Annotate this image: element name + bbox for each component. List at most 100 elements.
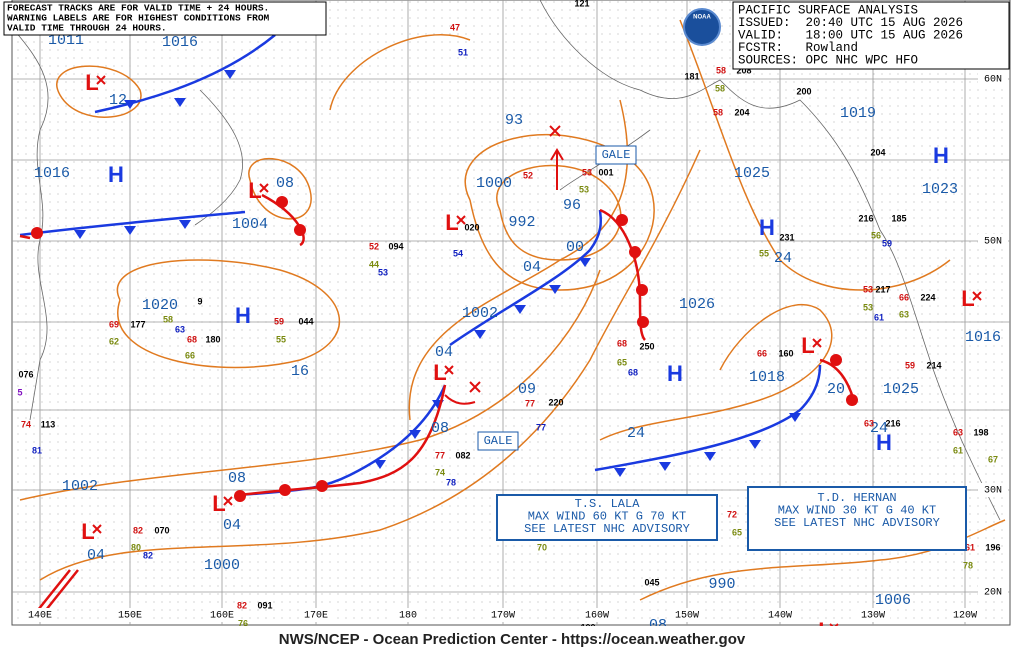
station-value: 65 [617, 357, 627, 367]
station-value: 59 [274, 316, 284, 326]
lat-label-bg [978, 483, 1008, 497]
coastline [559, 129, 651, 191]
lon-label-bg [391, 608, 425, 622]
station-value: 77 [536, 422, 546, 432]
station-value: 52 [523, 170, 533, 180]
station-value: 61 [874, 312, 884, 322]
front-symbol [830, 354, 842, 366]
lon-label-bg [486, 608, 520, 622]
longitude-label: 130W [861, 611, 885, 622]
station-value: 091 [257, 600, 272, 610]
logo-text: NOAA [693, 15, 711, 21]
station-value: 68 [628, 367, 638, 377]
isobar-label: 04 [435, 344, 453, 361]
isobar-label: 16 [291, 363, 309, 380]
station-value: 220 [548, 397, 563, 407]
station-value: 181 [684, 71, 699, 81]
front-symbol [637, 316, 649, 328]
low-marker [812, 338, 822, 348]
station-value: 204 [734, 107, 749, 117]
high-center: H [933, 143, 949, 168]
isobar-label: 1026 [679, 296, 715, 313]
front [449, 209, 603, 347]
station-value: 59 [905, 360, 915, 370]
front-symbol [124, 100, 136, 109]
lon-label-bg [23, 608, 57, 622]
isobar-label: 1000 [204, 557, 240, 574]
isobar-label: 1019 [840, 105, 876, 122]
front-symbol [704, 452, 716, 461]
station-value: 045 [644, 577, 659, 587]
front-symbol [174, 98, 186, 107]
station-value: 5 [17, 387, 22, 397]
station-value: 53 [582, 167, 592, 177]
lat-label-bg [978, 234, 1008, 248]
low-center: L [81, 519, 94, 544]
isobar-label: 1000 [476, 175, 512, 192]
isobar [408, 99, 629, 421]
front-symbol [659, 462, 671, 471]
front [594, 364, 822, 472]
coastlines [13, 0, 1001, 521]
longitude-label: 160E [210, 611, 234, 622]
station-value: 160 [778, 348, 793, 358]
isobar-label: 93 [505, 112, 523, 129]
station-value: 58 [163, 314, 173, 324]
isobar-label: 08 [228, 470, 246, 487]
header-line: ISSUED: 20:40 UTC 15 AUG 2026 [738, 16, 963, 30]
station-value: 198 [973, 427, 988, 437]
coastline [194, 89, 243, 226]
coastline [539, 0, 1001, 521]
station-value: 51 [458, 47, 468, 57]
station-value: 44 [369, 259, 379, 269]
front-symbol [616, 214, 628, 226]
station-value: 61 [953, 445, 963, 455]
lon-label-bg [113, 608, 147, 622]
station-value: 63 [175, 324, 185, 334]
station-value: 216 [885, 418, 900, 428]
advisory-line: MAX WIND 30 KT G 40 KT [778, 504, 936, 518]
notice-line: WARNING LABELS ARE FOR HIGHEST CONDITION… [7, 13, 270, 24]
warning-label: GALE [484, 434, 513, 448]
low-marker [972, 291, 982, 301]
isobar [39, 149, 701, 581]
isobar-label: 00 [566, 239, 584, 256]
station-value: 66 [185, 350, 195, 360]
front-symbol [636, 284, 648, 296]
isobar-label: 20 [827, 381, 845, 398]
front-symbol [316, 480, 328, 492]
front-symbol [629, 246, 641, 258]
isobar-label: 04 [523, 259, 541, 276]
noaa-logo [683, 8, 721, 46]
front-symbol [124, 226, 136, 235]
station-value: 200 [796, 86, 811, 96]
advisory-line: SEE LATEST NHC ADVISORY [524, 522, 690, 536]
isobar-label: 1002 [62, 478, 98, 495]
notice-line: VALID TIME THROUGH 24 HOURS. [7, 23, 167, 34]
high-center: H [876, 430, 892, 455]
station-value: 082 [455, 450, 470, 460]
station-value: 020 [464, 222, 479, 232]
low-center: L [961, 286, 974, 311]
low-center: L [212, 491, 225, 516]
station-value: 62 [109, 336, 119, 346]
isobar-label: 24 [774, 250, 792, 267]
isobar-label: 992 [508, 214, 535, 231]
longitude-label: 180 [399, 611, 417, 622]
station-value: 177 [130, 319, 145, 329]
notice-line: FORECAST TRACKS ARE FOR VALID TIME + 24 … [7, 3, 269, 14]
station-value: 208 [736, 65, 751, 75]
station-value: 74 [21, 419, 31, 429]
isobar [248, 158, 312, 220]
station-value: 185 [891, 213, 906, 223]
front-symbol [179, 220, 191, 229]
isobars [19, 19, 1006, 601]
station-value: 55 [759, 248, 769, 258]
station-value: 77 [435, 450, 445, 460]
station-value: 63 [864, 418, 874, 428]
lon-label-bg [580, 608, 614, 622]
station-value: 67 [988, 454, 998, 464]
station-value: 180 [205, 334, 220, 344]
station-value: 61 [965, 542, 975, 552]
isobar-label: 1018 [749, 369, 785, 386]
